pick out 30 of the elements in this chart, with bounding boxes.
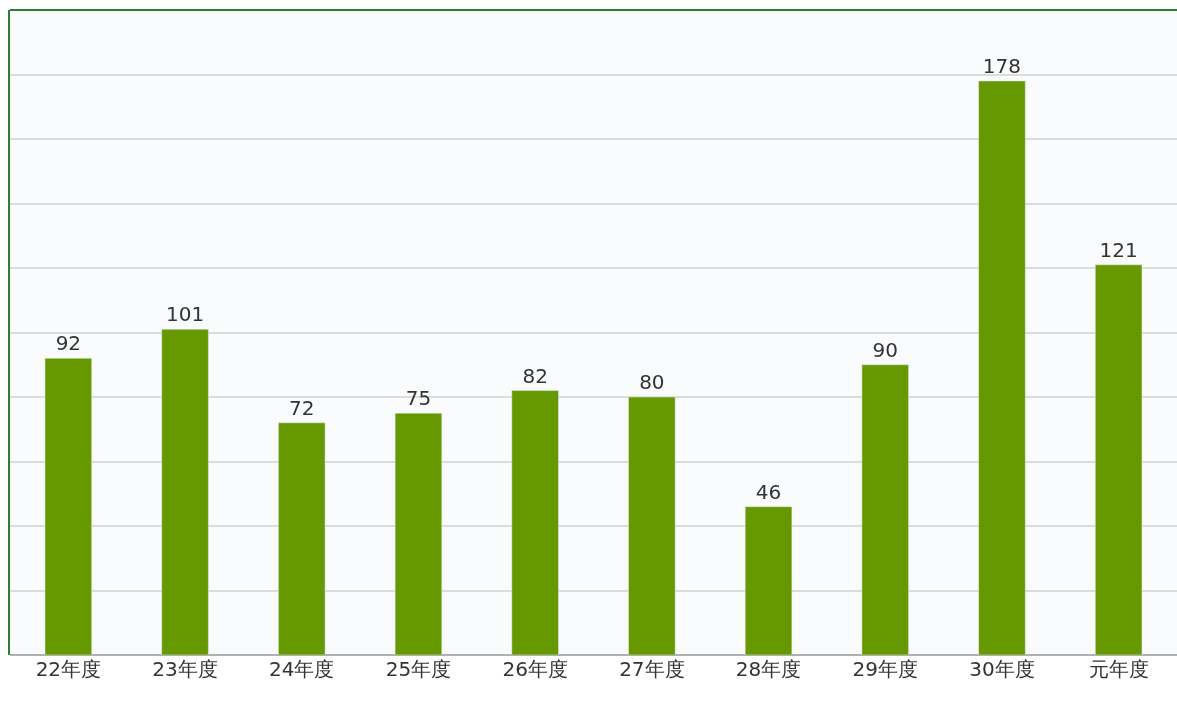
x-tick-label: 30年度	[969, 657, 1035, 681]
data-label: 46	[755, 479, 782, 504]
bar	[394, 412, 443, 655]
data-label: 82	[522, 363, 548, 388]
x-tick-label: 22年度	[35, 657, 102, 681]
data-label: 92	[55, 331, 82, 356]
x-tick-label: 24年度	[269, 657, 335, 681]
data-label: 80	[639, 370, 665, 394]
bar	[278, 422, 326, 655]
data-label: 178	[982, 53, 1022, 78]
x-tick-label: 元年度	[1088, 657, 1149, 681]
bar	[978, 80, 1026, 655]
data-label: 72	[289, 395, 315, 420]
bar	[511, 390, 559, 655]
x-tick-label: 25年度	[385, 657, 452, 681]
x-tick-label: 26年度	[502, 657, 568, 681]
bar	[44, 358, 92, 655]
x-tick-label: 29年度	[852, 657, 918, 681]
x-tick-label: 28年度	[735, 657, 802, 681]
x-tick-label: 27年度	[619, 657, 685, 681]
data-label: 75	[405, 386, 432, 411]
bar	[861, 364, 909, 655]
bar	[628, 396, 676, 655]
x-tick-label: 23年度	[152, 657, 218, 681]
data-label: 101	[165, 302, 205, 327]
bar	[1095, 264, 1143, 655]
bar	[161, 329, 209, 655]
data-label: 121	[1099, 237, 1138, 262]
data-label: 90	[872, 337, 898, 362]
bar	[744, 506, 793, 655]
